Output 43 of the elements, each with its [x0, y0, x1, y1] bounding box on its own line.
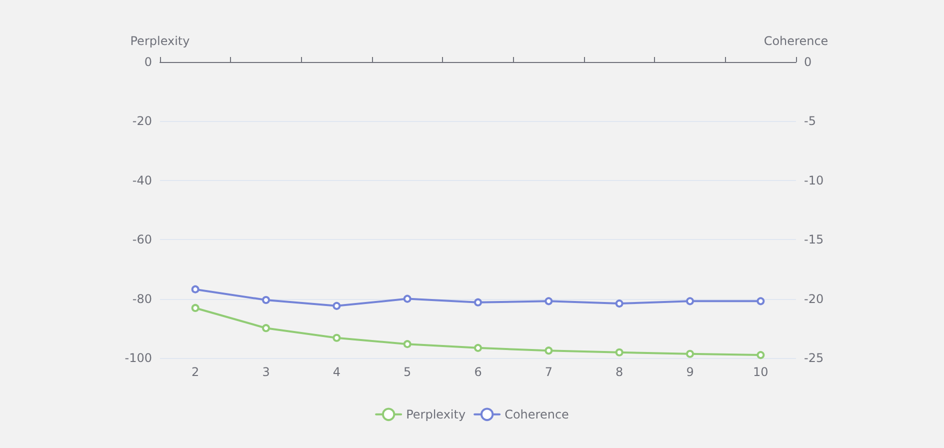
point [191, 285, 200, 294]
x-tick-label: 9 [686, 365, 694, 379]
y-tick-label: -60 [132, 232, 152, 247]
y2-tick-label: -5 [804, 114, 816, 128]
y2-tick-label: -10 [804, 173, 824, 188]
point [474, 298, 482, 306]
y-tick-label: -100 [124, 351, 152, 365]
legend-label: Coherence [504, 407, 569, 422]
y2-tick-label: -25 [804, 351, 824, 365]
point [332, 302, 341, 310]
point [544, 297, 553, 306]
y2-axis-title: Coherence [764, 34, 828, 48]
y-tick-label: -80 [132, 292, 152, 306]
point [262, 296, 270, 304]
point [615, 348, 624, 356]
y-axis-title: Perplexity [130, 34, 190, 48]
point [332, 334, 341, 342]
legend-label: Perplexity [406, 407, 466, 422]
point [686, 350, 694, 358]
point [686, 297, 694, 306]
point [403, 340, 412, 348]
point [191, 304, 200, 312]
point [544, 346, 553, 355]
x-tick-label: 7 [544, 365, 552, 379]
point [403, 294, 412, 303]
point [262, 324, 270, 332]
x-tick-label: 5 [404, 365, 412, 379]
x-tick-label: 3 [262, 365, 270, 379]
y2-tick-label: 0 [804, 55, 812, 69]
x-tick-label: 6 [474, 365, 482, 379]
point [756, 351, 765, 360]
y-tick-label: -20 [132, 114, 152, 128]
point [615, 300, 624, 308]
x-tick-label: 4 [332, 365, 340, 379]
y2-tick-label: -15 [804, 232, 824, 247]
y-tick-label: 0 [144, 55, 152, 69]
x-tick-label: 8 [616, 365, 624, 379]
x-tick-label: 2 [192, 365, 200, 379]
point [756, 297, 765, 306]
x-tick-label: 10 [753, 365, 768, 379]
y2-tick-label: -20 [804, 292, 824, 306]
y-tick-label: -40 [132, 173, 152, 188]
point [474, 344, 482, 352]
